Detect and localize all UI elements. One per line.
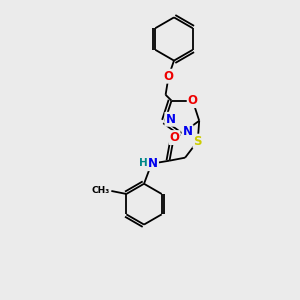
Text: CH₃: CH₃	[92, 187, 110, 196]
Text: H: H	[139, 158, 148, 168]
Text: O: O	[188, 94, 198, 107]
Text: O: O	[164, 70, 174, 83]
Text: S: S	[194, 135, 202, 148]
Text: O: O	[169, 131, 180, 144]
Text: N: N	[148, 157, 158, 170]
Text: N: N	[182, 125, 193, 138]
Text: N: N	[165, 113, 176, 126]
